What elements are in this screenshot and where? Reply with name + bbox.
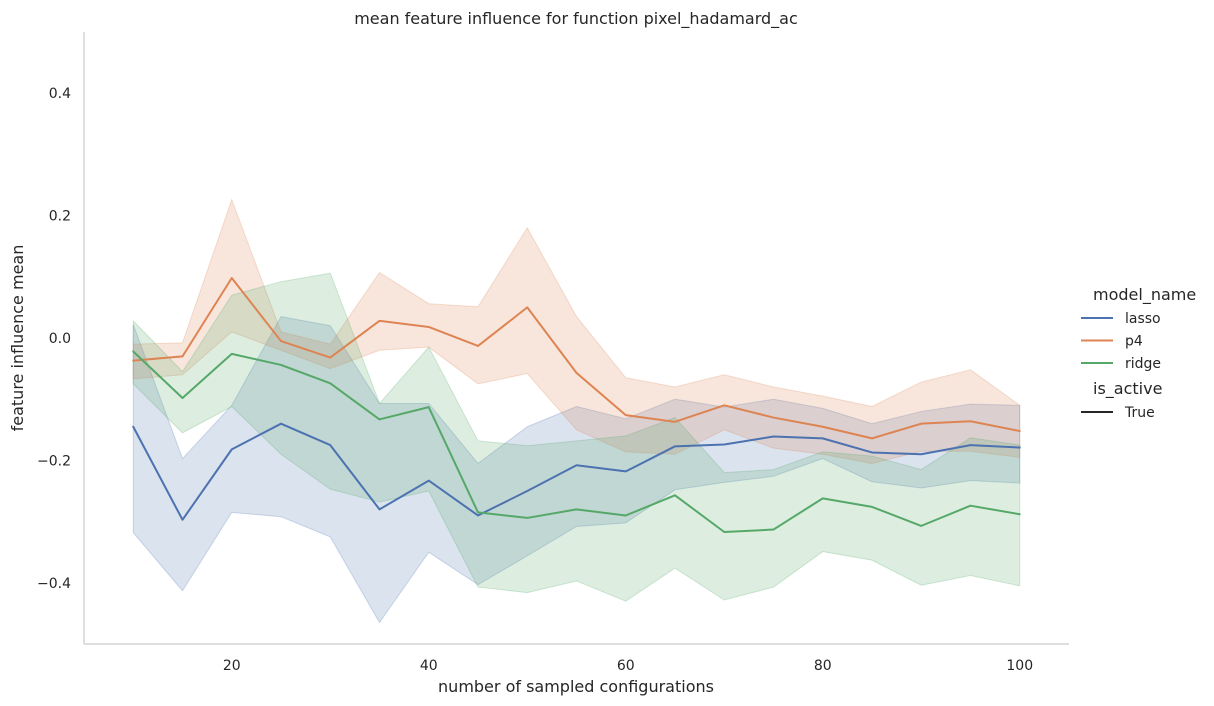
x-tick-label: 100 — [1006, 658, 1033, 674]
x-axis-ticks: 20 40 60 80 100 — [223, 658, 1033, 674]
series-line-ridge — [132, 350, 1021, 534]
y-tick-label: 0.0 — [49, 331, 71, 347]
legend-label-ridge: ridge — [1125, 356, 1161, 372]
legend-label-lasso: lasso — [1125, 311, 1161, 327]
y-tick-label: −0.2 — [37, 453, 71, 469]
legend: model_name lasso p4 ridge is_active True — [1081, 285, 1196, 421]
ci-band-lasso — [132, 316, 1021, 624]
series-line-lasso — [132, 422, 1021, 521]
confidence-bands — [132, 198, 1021, 624]
ci-band-ridge — [132, 272, 1021, 602]
axes — [83, 32, 1069, 645]
legend-hue-title: model_name — [1093, 285, 1196, 305]
y-tick-label: 0.2 — [49, 209, 71, 225]
x-tick-label: 60 — [617, 658, 635, 674]
ci-band-p4 — [132, 198, 1021, 464]
x-tick-label: 40 — [420, 658, 438, 674]
series-lines — [132, 277, 1021, 534]
y-tick-label: 0.4 — [49, 86, 71, 102]
series-line-p4 — [132, 277, 1021, 440]
legend-style-label: True — [1124, 405, 1155, 421]
legend-entries: lasso p4 ridge — [1081, 311, 1161, 372]
x-tick-label: 20 — [223, 658, 241, 674]
y-axis-label: feature influence mean — [8, 245, 27, 432]
chart-title: mean feature influence for function pixe… — [354, 9, 798, 29]
y-tick-label: −0.4 — [37, 576, 71, 592]
legend-label-p4: p4 — [1125, 334, 1143, 350]
legend-style-title: is_active — [1093, 379, 1162, 399]
x-axis-label: number of sampled configurations — [438, 677, 714, 696]
x-tick-label: 80 — [814, 658, 832, 674]
y-axis-ticks: −0.4 −0.2 0.0 0.2 0.4 — [37, 86, 71, 592]
